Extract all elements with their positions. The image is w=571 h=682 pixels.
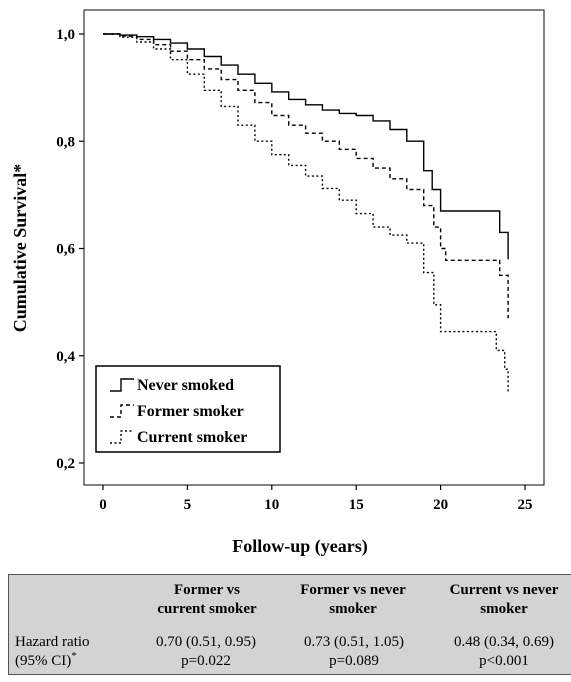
y-axis-ticks: 1,0 0,8 0,6 0,4 0,2	[56, 27, 84, 472]
legend-box	[95, 365, 281, 453]
series-line-3	[103, 33, 509, 394]
legend-swatch-1	[110, 378, 134, 392]
survival-chart: 1,0 0,8 0,6 0,4 0,2 0 5 10 15 20 25 Cumulative Su…	[10, 9, 545, 557]
y-tick-label: 0,6	[56, 242, 75, 258]
series-line-1	[103, 33, 509, 260]
x-tick-label: 5	[184, 497, 192, 513]
legend-label-1: Never smoked	[137, 377, 234, 394]
legend-swatch-2	[110, 404, 134, 418]
col1-header: Former vs current smoker	[157, 582, 257, 617]
series-line-2	[103, 33, 509, 319]
x-tick-label: 15	[349, 497, 364, 513]
legend-swatch-3	[110, 430, 134, 444]
x-tick-label: 25	[518, 497, 533, 513]
col2-header: Former vs never smoker	[300, 582, 406, 617]
x-axis-title: Follow-up (years)	[232, 536, 367, 557]
x-tick-label: 10	[264, 497, 279, 513]
legend-label-2: Former smoker	[137, 403, 244, 420]
y-tick-label: 0,2	[56, 456, 75, 472]
hazard-ratio-table: Former vs current smoker Former vs never…	[8, 574, 571, 675]
plot-frame	[83, 9, 545, 486]
legend-label-3: Current smoker	[137, 429, 247, 446]
y-tick-label: 1,0	[56, 27, 75, 43]
y-tick-label: 0,8	[56, 134, 75, 150]
col2-value: 0.73 (0.51, 1.05) p=0.089	[304, 634, 404, 669]
y-axis-title: Cumulative Survival*	[10, 164, 30, 333]
row-label: Hazard ratio (95% CI)*	[15, 634, 90, 669]
legend: Never smoked Former smoker Current smoker	[95, 365, 281, 453]
col3-value: 0.48 (0.34, 0.69) p<0.001	[454, 634, 554, 669]
y-tick-label: 0,4	[56, 349, 75, 365]
x-tick-label: 0	[99, 497, 107, 513]
col1-value: 0.70 (0.51, 0.95) p=0.022	[156, 634, 256, 669]
x-tick-label: 20	[433, 497, 448, 513]
series-lines	[103, 33, 509, 394]
col3-header: Current vs never smoker	[449, 582, 559, 617]
x-axis-ticks: 0 5 10 15 20 25	[99, 485, 533, 513]
